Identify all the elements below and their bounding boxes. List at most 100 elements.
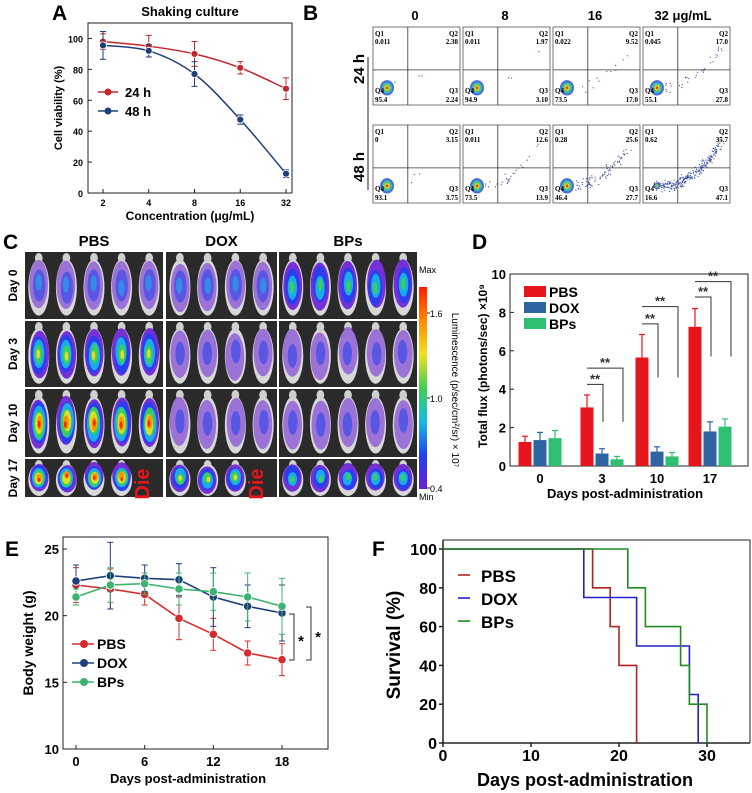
event-dot: [720, 148, 722, 150]
event-dot: [687, 173, 689, 175]
event-dot: [695, 168, 698, 170]
event-dot: [419, 173, 421, 175]
legend-swatch: [524, 318, 546, 329]
quadrant-name: Q1: [375, 30, 384, 38]
signal-overlay: [63, 421, 67, 429]
event-dot: [712, 151, 714, 153]
data-point: [243, 592, 253, 602]
quadrant-value: 9.52: [626, 38, 639, 46]
event-dot: [507, 179, 509, 181]
quadrant-name: Q4: [645, 87, 654, 95]
event-dot: [717, 46, 719, 48]
data-point: [99, 41, 107, 50]
signal-overlay: [259, 409, 269, 435]
legend-label: DOX: [481, 590, 519, 609]
event-dot: [694, 171, 696, 173]
mouse: [309, 460, 331, 496]
event-dot: [537, 143, 539, 145]
mouse-head: [344, 253, 352, 263]
panel-label-d: D: [472, 231, 487, 254]
event-dot: [687, 178, 689, 180]
event-dot: [690, 172, 692, 174]
event-dot: [679, 181, 681, 183]
mouse-head: [371, 390, 380, 400]
quadrant-value: 73.5: [465, 194, 478, 202]
event-dot: [612, 166, 614, 168]
plot-frame: [87, 22, 293, 194]
event-dot: [717, 48, 719, 50]
event-dot: [674, 187, 676, 190]
event-dot: [713, 153, 715, 155]
image-cell: [279, 252, 417, 319]
signal-overlay: [398, 408, 409, 433]
legend-label: 24 h: [125, 85, 151, 100]
mouse: [337, 460, 359, 496]
signal-overlay: [90, 275, 97, 292]
event-dot: [665, 182, 667, 184]
row-label: 48 h: [351, 152, 368, 182]
quadrant-value: 0.011: [375, 38, 391, 46]
mouse-head: [288, 390, 297, 400]
y-tick-label: 0: [78, 189, 83, 199]
signal-overlay: [176, 277, 183, 294]
density-core: [656, 185, 658, 187]
event-dot: [575, 189, 577, 191]
event-dot: [687, 81, 689, 83]
legend-marker: [104, 107, 112, 115]
signal-overlay: [120, 477, 124, 482]
event-dot: [622, 153, 625, 155]
event-dot: [693, 175, 696, 177]
mouse: [309, 390, 331, 454]
quadrant-name: Q1: [555, 128, 564, 136]
x-tick-label: 17: [703, 471, 717, 486]
event-dot: [692, 171, 694, 173]
event-dot: [623, 150, 625, 152]
data-point: [190, 70, 199, 78]
event-dot: [711, 156, 713, 158]
mouse: [111, 390, 133, 454]
event-dot: [664, 183, 666, 185]
event-dot: [721, 50, 723, 52]
event-dot: [712, 61, 714, 63]
mouse: [392, 322, 414, 384]
significance-bracket: [642, 323, 659, 378]
image-cell: [166, 321, 277, 387]
event-dot: [591, 185, 593, 187]
event-dot: [702, 71, 704, 73]
event-dot: [667, 186, 669, 188]
event-dot: [668, 182, 670, 184]
event-dot: [685, 175, 687, 177]
signal-overlay: [289, 281, 295, 294]
die-label: Die: [246, 468, 268, 499]
event-dot: [589, 178, 591, 180]
quadrant-value: 3.15: [446, 136, 459, 144]
x-tick-label: 4: [146, 198, 151, 208]
event-dot: [723, 143, 725, 145]
image-cell: [25, 252, 163, 319]
x-tick-label: 8: [192, 198, 197, 208]
event-dot: [676, 185, 678, 187]
mouse-head: [90, 390, 98, 400]
y-axis-label: Cell viability (%): [53, 65, 65, 150]
event-dot: [702, 166, 704, 168]
data-point: [174, 584, 184, 594]
event-dot: [575, 180, 578, 182]
y-tick-label: 0: [428, 736, 437, 753]
event-dot: [717, 144, 719, 146]
event-dot: [707, 157, 709, 159]
mouse: [309, 322, 331, 384]
signal-overlay: [342, 341, 353, 366]
event-dot: [706, 159, 709, 161]
image-cell: Die: [166, 459, 277, 500]
event-dot: [413, 173, 415, 176]
event-dot: [619, 161, 621, 163]
event-dot: [721, 145, 723, 148]
mouse: [252, 322, 274, 384]
event-dot: [495, 186, 497, 188]
mouse-head: [399, 390, 408, 400]
event-dot: [673, 189, 676, 191]
mouse: [309, 253, 331, 316]
event-dot: [711, 162, 713, 164]
mouse-head: [175, 322, 184, 332]
event-dot: [622, 59, 624, 61]
